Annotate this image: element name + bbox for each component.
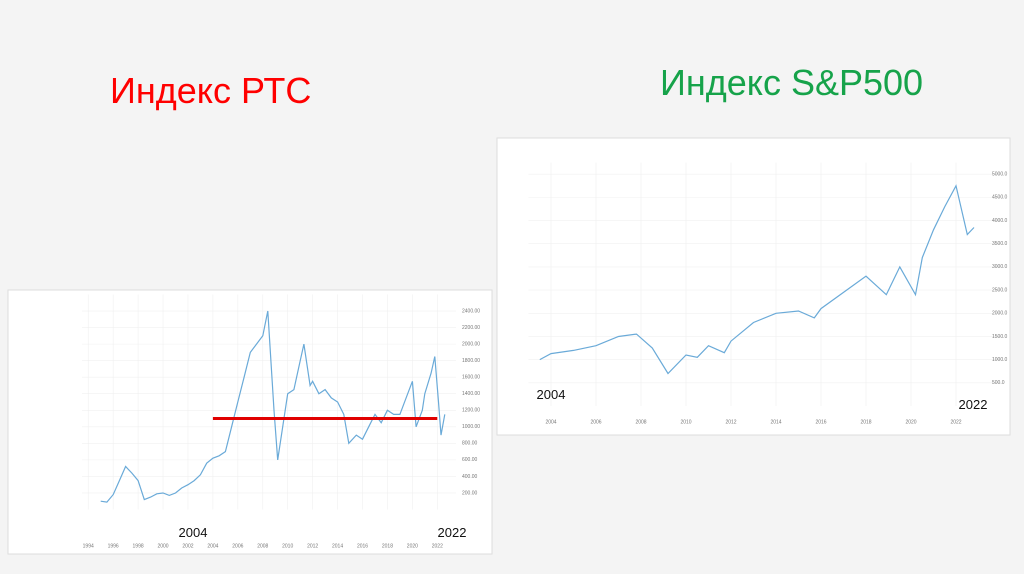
x-tick-label: 2006 [590,419,601,425]
y-tick-label: 400.00 [462,474,478,480]
x-tick-label: 2012 [725,419,736,425]
y-tick-label: 1500.0 [992,334,1008,340]
chart-frame [496,137,1011,436]
y-tick-label: 1000.00 [462,424,480,430]
x-tick-label: 2020 [905,419,916,425]
x-tick-label: 1994 [83,543,94,549]
y-tick-label: 800.00 [462,441,478,447]
y-tick-label: 1200.00 [462,408,480,414]
x-tick-label: 2010 [282,543,293,549]
year-annotation: 2004 [537,387,566,402]
slide-title: Индекс РТС [110,70,311,111]
price-line [539,184,975,375]
x-tick-label: 2020 [407,543,418,549]
year-annotation: 2022 [438,525,467,540]
x-tick-label: 2018 [382,543,393,549]
x-tick-label: 2014 [332,543,343,549]
y-tick-label: 600.00 [462,457,478,463]
x-tick-label: 2016 [357,543,368,549]
x-tick-label: 2010 [680,419,691,425]
x-tick-label: 2004 [207,543,218,549]
year-annotation: 2022 [959,397,988,412]
x-tick-label: 2000 [157,543,168,549]
x-tick-label: 2008 [635,419,646,425]
x-tick-label: 2004 [545,419,556,425]
x-tick-label: 2006 [232,543,243,549]
y-tick-label: 2000.0 [992,311,1008,317]
y-tick-label: 5000.0 [992,172,1008,178]
y-tick-label: 1400.00 [462,391,480,397]
y-tick-label: 3500.0 [992,241,1008,247]
y-tick-label: 1000.0 [992,357,1008,363]
y-tick-label: 2500.0 [992,287,1008,293]
x-tick-label: 2022 [950,419,961,425]
y-tick-label: 1600.00 [462,375,480,381]
y-tick-label: 3000.0 [992,264,1008,270]
y-tick-label: 200.00 [462,490,478,496]
y-tick-label: 2000.00 [462,341,480,347]
x-tick-label: 2022 [432,543,443,549]
x-tick-label: 2014 [770,419,781,425]
year-annotation: 2004 [179,525,208,540]
y-tick-label: 500.0 [992,380,1005,386]
x-tick-label: 2012 [307,543,318,549]
chart-frame [7,289,493,555]
y-tick-label: 2400.00 [462,308,480,314]
y-tick-label: 4000.0 [992,218,1008,224]
y-tick-label: 2200.00 [462,325,480,331]
x-tick-label: 2002 [182,543,193,549]
y-tick-label: 1800.00 [462,358,480,364]
x-tick-label: 2018 [860,419,871,425]
x-tick-label: 2008 [257,543,268,549]
x-tick-label: 1998 [133,543,144,549]
price-line [100,310,446,503]
slide-title: Индекс S&P500 [660,62,923,103]
x-tick-label: 2016 [815,419,826,425]
y-tick-label: 4500.0 [992,195,1008,201]
x-tick-label: 1996 [108,543,119,549]
